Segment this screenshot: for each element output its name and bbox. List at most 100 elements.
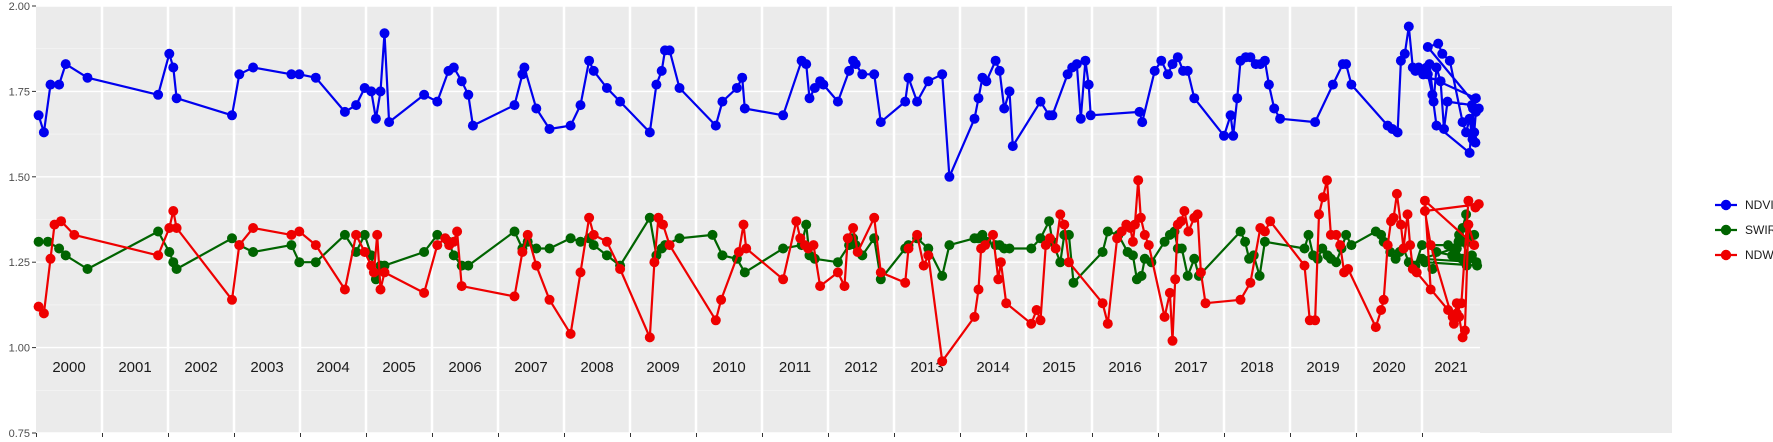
data-point-ndvi xyxy=(1162,69,1173,80)
year-facet-label: 2000 xyxy=(52,359,85,376)
data-point-swir xyxy=(1240,236,1251,247)
data-point-ndwi xyxy=(995,257,1006,268)
year-facet-label: 2006 xyxy=(448,359,481,376)
data-point-ndwi xyxy=(649,257,660,268)
data-point-ndvi xyxy=(1470,137,1481,148)
data-point-ndwi xyxy=(1139,229,1150,240)
data-point-ndwi xyxy=(852,247,863,257)
year-facet-label: 2020 xyxy=(1372,359,1405,376)
data-point-ndwi xyxy=(1395,219,1406,230)
data-point-ndwi xyxy=(153,250,164,261)
data-point-swir xyxy=(1097,247,1108,257)
data-point-ndwi xyxy=(738,219,749,230)
data-point-swir xyxy=(832,257,843,268)
data-point-ndvi xyxy=(651,79,662,90)
data-point-ndvi xyxy=(804,93,815,104)
data-point-ndwi xyxy=(522,229,533,240)
data-point-swir xyxy=(707,229,718,240)
data-point-ndwi xyxy=(339,284,350,295)
data-point-ndvi xyxy=(994,65,1005,76)
data-point-ndwi xyxy=(1425,240,1436,251)
year-facet-label: 2002 xyxy=(184,359,217,376)
data-point-ndwi xyxy=(1200,298,1211,309)
data-point-ndvi xyxy=(339,106,350,117)
data-point-ndvi xyxy=(1341,59,1352,70)
data-point-swir xyxy=(1182,270,1193,281)
data-point-swir xyxy=(1189,253,1200,264)
data-point-ndvi xyxy=(384,117,395,128)
data-point-swir xyxy=(1419,257,1430,268)
data-point-swir xyxy=(310,257,321,268)
data-point-swir xyxy=(1055,257,1066,268)
data-point-ndvi xyxy=(1431,120,1442,131)
data-point-swir xyxy=(1463,253,1474,264)
data-point-ndwi xyxy=(1133,175,1144,186)
data-point-ndwi xyxy=(164,223,175,233)
data-point-ndvi xyxy=(509,100,520,111)
legend-label-swir: SWIR xyxy=(1745,223,1773,237)
data-point-swir xyxy=(1346,240,1357,251)
data-point-swir xyxy=(944,240,955,251)
year-facet-label: 2001 xyxy=(118,359,151,376)
data-point-ndwi xyxy=(1050,243,1061,254)
data-point-ndwi xyxy=(517,247,528,257)
data-point-ndwi xyxy=(993,274,1004,285)
data-point-ndwi xyxy=(310,240,321,251)
y-tick-label: 1.25 xyxy=(9,257,30,269)
data-point-swir xyxy=(1004,243,1015,254)
data-point-ndwi xyxy=(658,219,668,230)
legend-label-ndvi: NDVI xyxy=(1745,198,1773,212)
series-ndvi xyxy=(33,21,1484,182)
data-point-swir xyxy=(565,233,576,244)
legend-item-swir: SWIR xyxy=(1715,223,1773,237)
data-point-ndvi xyxy=(674,83,685,93)
data-point-ndwi xyxy=(1055,209,1066,220)
year-facet-label: 2021 xyxy=(1434,359,1467,376)
year-facet-label: 2017 xyxy=(1174,359,1207,376)
data-point-ndwi xyxy=(1310,315,1321,326)
data-point-ndwi xyxy=(778,274,789,285)
data-point-ndwi xyxy=(1469,240,1480,251)
data-point-ndvi xyxy=(710,120,721,131)
data-point-ndvi xyxy=(1422,42,1433,52)
y-tick-label: 1.00 xyxy=(9,343,30,355)
data-point-ndvi xyxy=(1134,106,1145,117)
data-point-ndvi xyxy=(973,93,984,104)
data-point-ndvi xyxy=(1035,96,1046,107)
data-point-ndwi xyxy=(227,294,237,305)
data-point-swir xyxy=(1417,240,1427,251)
data-point-ndwi xyxy=(379,267,390,278)
data-point-ndwi xyxy=(45,253,56,264)
data-point-swir xyxy=(227,233,237,244)
data-point-ndvi xyxy=(168,62,179,73)
data-point-ndwi xyxy=(171,223,182,233)
year-facet-label: 2019 xyxy=(1306,359,1339,376)
data-point-swir xyxy=(1450,250,1461,261)
data-point-ndvi xyxy=(1442,96,1453,107)
year-facet-label: 2009 xyxy=(646,359,679,376)
data-point-ndvi xyxy=(1327,79,1338,90)
data-point-ndvi xyxy=(869,69,880,80)
data-point-swir xyxy=(1254,270,1265,281)
data-point-ndwi xyxy=(1159,311,1170,322)
data-point-ndwi xyxy=(875,267,886,278)
data-point-swir xyxy=(674,233,685,244)
data-point-ndwi xyxy=(33,301,44,312)
data-point-ndwi xyxy=(509,291,520,302)
data-point-ndvi xyxy=(1439,124,1449,134)
data-point-ndvi xyxy=(370,113,381,124)
data-point-ndwi xyxy=(1331,229,1342,240)
data-point-ndwi xyxy=(1376,305,1387,315)
data-point-ndwi xyxy=(1473,199,1484,210)
data-point-ndwi xyxy=(1419,195,1430,206)
data-point-swir xyxy=(778,243,789,254)
data-point-ndvi xyxy=(1473,103,1484,114)
data-point-ndwi xyxy=(1343,264,1354,274)
data-point-ndwi xyxy=(248,223,259,233)
data-point-ndwi xyxy=(1299,260,1310,271)
data-point-ndvi xyxy=(227,110,237,121)
data-point-ndwi xyxy=(1322,175,1332,186)
data-point-ndvi xyxy=(644,127,655,138)
data-point-ndvi xyxy=(1444,55,1455,66)
legend: NDVI SWIR NDWI xyxy=(1715,198,1773,262)
